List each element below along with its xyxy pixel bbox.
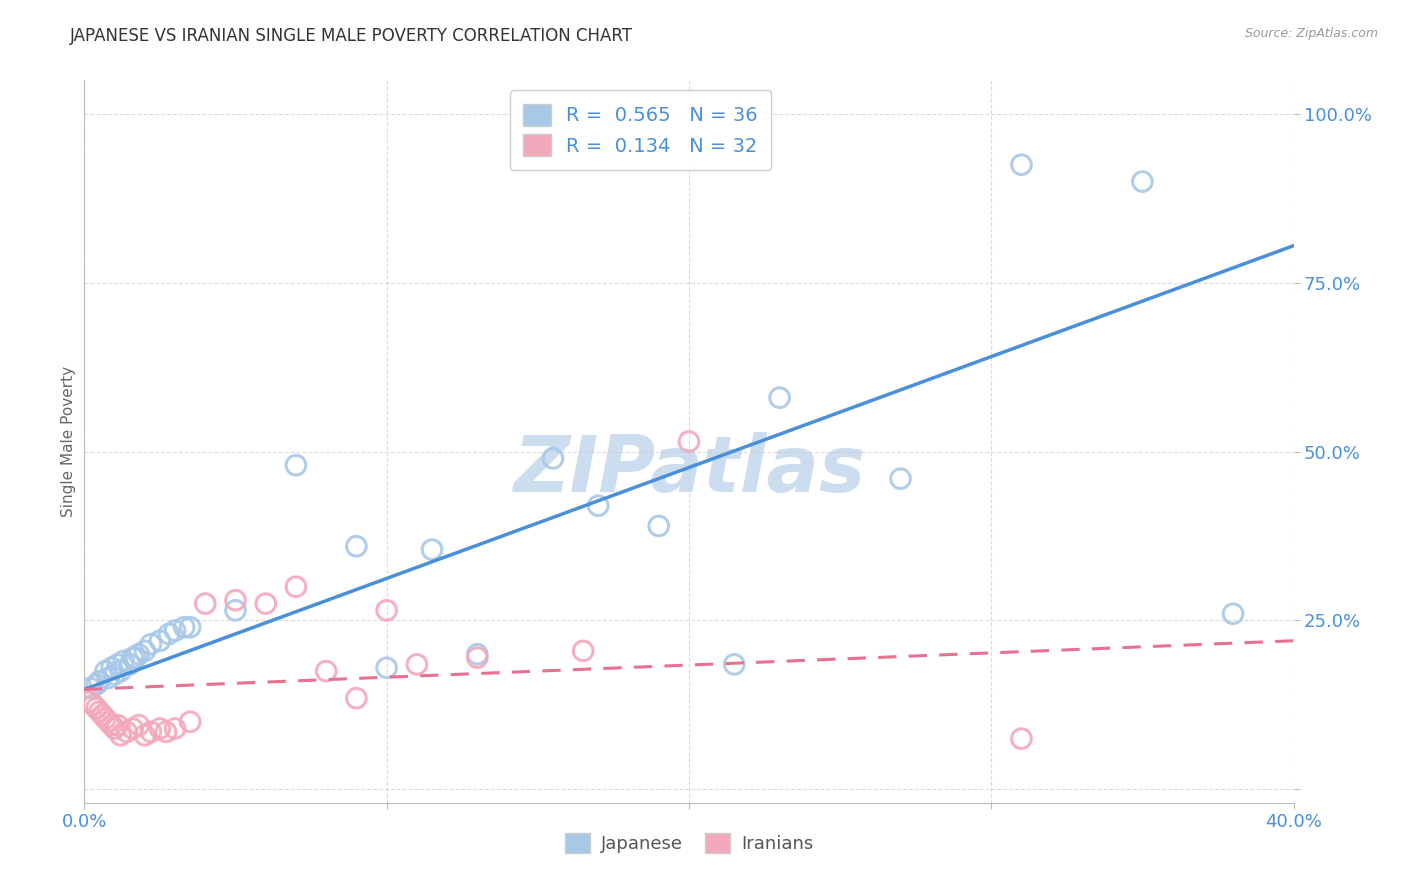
Point [194,597,217,611]
Point [104,722,127,736]
Point [165,624,187,638]
Point [139,637,162,651]
Point [254,597,277,611]
Point [94,711,117,725]
Text: Source: ZipAtlas.com: Source: ZipAtlas.com [1244,27,1378,40]
Point [139,725,162,739]
Point [89,705,111,719]
Point [467,650,489,665]
Point [346,539,368,553]
Point [86,678,108,692]
Point [179,620,201,634]
Point [375,661,398,675]
Point [346,691,368,706]
Point [86,701,108,715]
Point [100,718,122,732]
Point [588,499,610,513]
Point [112,654,135,668]
Point [107,718,129,732]
Point [225,603,247,617]
Point [128,718,150,732]
Point [121,650,143,665]
Point [1011,731,1033,746]
Point [406,657,429,672]
Text: JAPANESE VS IRANIAN SINGLE MALE POVERTY CORRELATION CHART: JAPANESE VS IRANIAN SINGLE MALE POVERTY … [70,27,633,45]
Point [97,671,120,685]
Point [79,694,101,708]
Point [173,620,195,634]
Point [723,657,745,672]
Point [179,714,201,729]
Point [678,434,700,449]
Point [155,725,177,739]
Point [82,698,104,712]
Point [91,708,114,723]
Point [420,542,443,557]
Point [149,633,172,648]
Point [157,627,180,641]
Point [115,725,138,739]
Point [165,722,187,736]
Point [225,593,247,607]
Point [134,644,156,658]
Point [128,647,150,661]
Point [890,472,912,486]
Point [375,603,398,617]
Point [110,664,132,678]
Point [648,519,671,533]
Text: ZIPatlas: ZIPatlas [513,433,865,508]
Point [94,664,117,678]
Point [149,722,172,736]
Point [97,714,120,729]
Point [541,451,564,466]
Y-axis label: Single Male Poverty: Single Male Poverty [60,366,76,517]
Point [89,674,111,689]
Point [1222,607,1244,621]
Point [110,728,132,742]
Point [315,664,337,678]
Point [134,728,156,742]
Point [104,667,127,681]
Point [1011,158,1033,172]
Point [285,580,308,594]
Point [285,458,308,472]
Point [1130,175,1153,189]
Point [100,661,122,675]
Point [467,647,489,661]
Point [107,657,129,672]
Legend: Japanese, Iranians: Japanese, Iranians [555,823,823,863]
Point [121,722,143,736]
Point [125,650,148,665]
Point [769,391,792,405]
Point [79,681,101,695]
Point [572,644,595,658]
Point [118,657,141,672]
